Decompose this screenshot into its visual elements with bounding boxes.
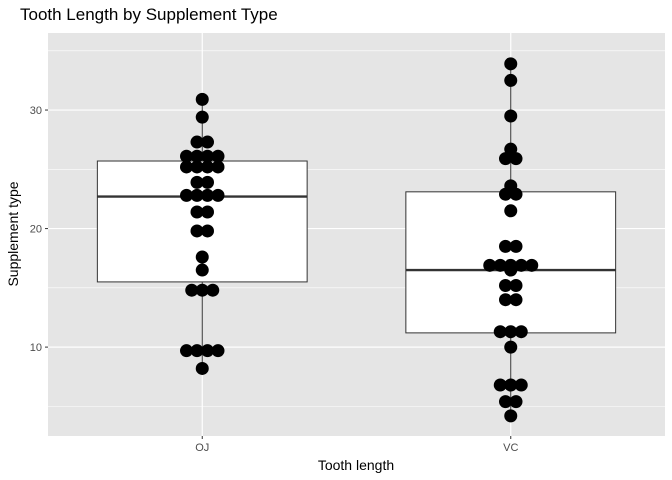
data-point: [190, 149, 204, 163]
data-point: [211, 160, 225, 174]
data-point: [525, 258, 539, 272]
data-point: [185, 283, 199, 297]
data-point: [201, 224, 214, 238]
data-point: [211, 149, 225, 163]
x-tick-label: OJ: [195, 442, 209, 454]
data-point: [201, 149, 214, 163]
data-point: [190, 344, 204, 358]
data-point: [211, 188, 225, 202]
data-point: [190, 135, 204, 149]
data-point: [504, 57, 518, 71]
data-point: [504, 109, 518, 123]
data-point: [499, 239, 512, 253]
data-point: [514, 325, 528, 339]
data-point: [509, 239, 523, 253]
data-point: [211, 344, 225, 358]
chart-title: Tooth Length by Supplement Type: [20, 5, 278, 24]
data-point: [195, 361, 209, 375]
data-point: [499, 293, 512, 307]
dot-layer: [180, 57, 539, 423]
data-point: [499, 395, 512, 409]
data-point: [201, 205, 214, 219]
y-axis-title: Supplement type: [5, 181, 21, 286]
data-point: [499, 278, 512, 292]
data-point: [190, 188, 204, 202]
data-point: [504, 258, 518, 272]
data-point: [509, 152, 523, 166]
data-point: [483, 258, 497, 272]
data-point: [190, 205, 204, 219]
data-point: [190, 160, 204, 174]
data-point: [504, 340, 518, 354]
data-point: [195, 92, 209, 106]
data-point: [180, 149, 193, 163]
data-point: [201, 344, 214, 358]
data-point: [504, 409, 518, 423]
data-point: [499, 152, 512, 166]
x-tick-label: VC: [503, 442, 518, 454]
data-point: [201, 188, 214, 202]
y-tick-label: 20: [30, 224, 42, 236]
data-point: [195, 283, 209, 297]
data-point: [504, 179, 518, 193]
data-point: [509, 293, 523, 307]
data-point: [509, 395, 523, 409]
data-point: [201, 135, 214, 149]
data-point: [201, 175, 214, 189]
data-point: [504, 378, 518, 392]
data-point: [504, 73, 518, 87]
data-point: [493, 258, 507, 272]
data-point: [514, 378, 528, 392]
data-point: [195, 110, 209, 124]
y-tick-label: 10: [30, 342, 42, 354]
axis-layer: 10 20 30 OJ VC: [30, 105, 519, 454]
x-axis-title: Tooth length: [318, 457, 394, 473]
data-point: [206, 283, 220, 297]
data-point: [195, 263, 209, 277]
data-point: [180, 160, 193, 174]
data-point: [514, 258, 528, 272]
data-point: [180, 344, 193, 358]
data-point: [190, 175, 204, 189]
data-point: [201, 160, 214, 174]
data-point: [504, 142, 518, 156]
data-point: [190, 224, 204, 238]
data-point: [509, 278, 523, 292]
data-point: [504, 204, 518, 218]
data-point: [180, 188, 193, 202]
data-point: [493, 378, 507, 392]
data-point: [493, 325, 507, 339]
data-point: [504, 325, 518, 339]
y-tick-label: 30: [30, 105, 42, 117]
data-point: [195, 250, 209, 264]
